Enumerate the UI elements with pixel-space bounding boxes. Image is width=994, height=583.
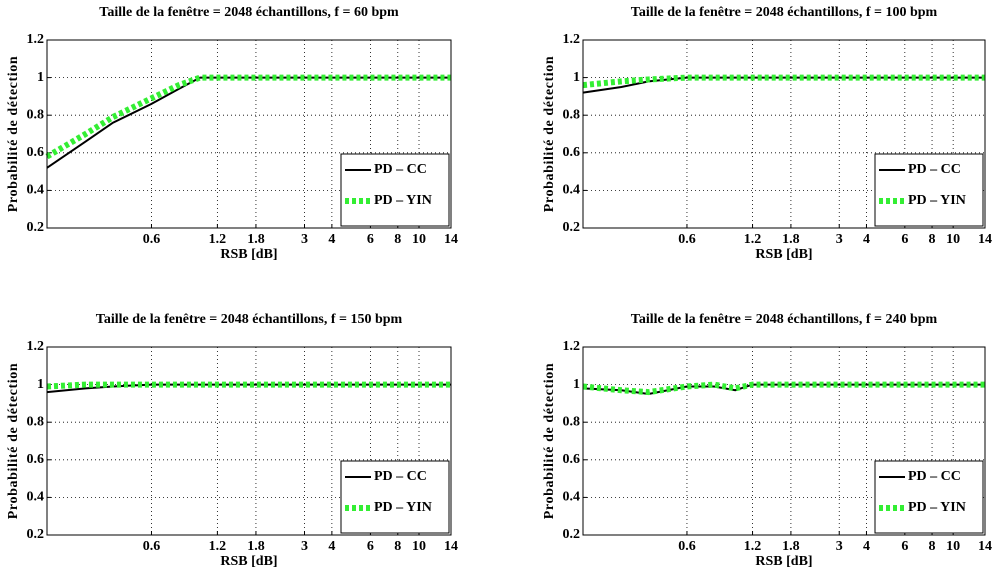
x-tick-label: 3 xyxy=(301,539,308,554)
x-axis-label: RSB [dB] xyxy=(755,554,812,569)
x-tick-label: 1.2 xyxy=(744,232,762,247)
x-tick-label: 4 xyxy=(863,232,870,247)
x-tick-label: 0.6 xyxy=(143,232,161,247)
x-tick-label: 0.6 xyxy=(678,539,696,554)
x-tick-label: 1.8 xyxy=(247,232,265,247)
series-line xyxy=(45,74,451,160)
axes-frame xyxy=(582,39,986,229)
series-line xyxy=(46,381,451,390)
y-tick-label: 0.2 xyxy=(563,527,581,542)
x-axis-label: RSB [dB] xyxy=(755,247,812,262)
y-tick-label: 0.4 xyxy=(563,183,581,198)
chart-title: Taille de la fenêtre = 2048 échantillons… xyxy=(631,5,938,20)
x-tick-label: 8 xyxy=(929,539,936,554)
x-tick-label: 10 xyxy=(946,232,960,247)
y-tick-label: 1 xyxy=(37,70,44,85)
x-tick-label: 6 xyxy=(367,232,374,247)
x-tick-label: 6 xyxy=(367,539,374,554)
y-tick-label: 0.4 xyxy=(563,490,581,505)
legend-label: PD – YIN xyxy=(374,500,432,515)
x-tick-label: 14 xyxy=(444,232,458,247)
x-axis-label: RSB [dB] xyxy=(220,247,277,262)
y-tick-label: 0.8 xyxy=(563,414,581,429)
y-tick-label: 0.6 xyxy=(27,452,45,467)
y-tick-label: 1.2 xyxy=(27,32,45,47)
y-tick-label: 1 xyxy=(37,377,44,392)
axes-frame xyxy=(46,39,452,229)
x-tick-label: 1.8 xyxy=(782,539,800,554)
chart-title: Taille de la fenêtre = 2048 échantillons… xyxy=(631,312,938,327)
y-tick-label: 1.2 xyxy=(563,339,581,354)
legend-box xyxy=(874,460,984,534)
x-tick-label: 6 xyxy=(901,232,908,247)
y-tick-label: 0.4 xyxy=(27,183,45,198)
y-axis-label: Probabilité de détection xyxy=(542,56,557,212)
legend-label: PD – CC xyxy=(908,469,961,484)
y-tick-label: 0.4 xyxy=(27,490,45,505)
legend-box xyxy=(340,460,450,534)
legend-label: PD – CC xyxy=(374,469,427,484)
x-tick-label: 14 xyxy=(444,539,458,554)
y-axis-label: Probabilité de détection xyxy=(6,363,21,519)
axes-frame xyxy=(46,346,452,536)
x-tick-label: 10 xyxy=(412,232,426,247)
x-tick-label: 4 xyxy=(863,539,870,554)
y-tick-label: 0.6 xyxy=(563,145,581,160)
chart-title: Taille de la fenêtre = 2048 échantillons… xyxy=(96,312,403,327)
x-tick-label: 1.2 xyxy=(209,232,227,247)
legend-box xyxy=(340,153,450,227)
y-tick-label: 0.6 xyxy=(27,145,45,160)
y-tick-label: 0.6 xyxy=(563,452,581,467)
x-tick-label: 4 xyxy=(328,539,335,554)
x-tick-label: 1.8 xyxy=(247,539,265,554)
x-tick-label: 3 xyxy=(836,232,843,247)
x-tick-label: 3 xyxy=(836,539,843,554)
x-tick-label: 10 xyxy=(946,539,960,554)
x-tick-label: 0.6 xyxy=(143,539,161,554)
y-axis-label: Probabilité de détection xyxy=(542,363,557,519)
x-tick-label: 4 xyxy=(328,232,335,247)
legend-label: PD – YIN xyxy=(908,500,966,515)
y-tick-label: 0.2 xyxy=(27,220,45,235)
y-tick-label: 0.2 xyxy=(27,527,45,542)
legend-label: PD – YIN xyxy=(908,193,966,208)
x-tick-label: 8 xyxy=(394,232,401,247)
y-tick-label: 0.8 xyxy=(563,107,581,122)
y-tick-label: 1 xyxy=(573,70,580,85)
x-tick-label: 8 xyxy=(394,539,401,554)
series-line xyxy=(582,74,985,89)
x-tick-label: 6 xyxy=(901,539,908,554)
y-tick-label: 0.2 xyxy=(563,220,581,235)
chart-title: Taille de la fenêtre = 2048 échantillons… xyxy=(99,5,399,20)
x-tick-label: 0.6 xyxy=(678,232,696,247)
x-tick-label: 14 xyxy=(978,232,992,247)
x-tick-label: 1.2 xyxy=(744,539,762,554)
x-axis-label: RSB [dB] xyxy=(220,554,277,569)
y-tick-label: 0.8 xyxy=(27,414,45,429)
series-line xyxy=(582,381,985,396)
legend-label: PD – CC xyxy=(908,162,961,177)
y-tick-label: 1.2 xyxy=(27,339,45,354)
y-tick-label: 1.2 xyxy=(563,32,581,47)
x-tick-label: 8 xyxy=(929,232,936,247)
legend-box xyxy=(874,153,984,227)
y-axis-label: Probabilité de détection xyxy=(6,56,21,212)
x-tick-label: 3 xyxy=(301,232,308,247)
x-tick-label: 1.8 xyxy=(782,232,800,247)
x-tick-label: 10 xyxy=(412,539,426,554)
x-tick-label: 14 xyxy=(978,539,992,554)
x-tick-label: 1.2 xyxy=(209,539,227,554)
axes-frame xyxy=(582,346,986,536)
legend-label: PD – YIN xyxy=(374,193,432,208)
y-tick-label: 0.8 xyxy=(27,107,45,122)
legend-label: PD – CC xyxy=(374,162,427,177)
y-tick-label: 1 xyxy=(573,377,580,392)
